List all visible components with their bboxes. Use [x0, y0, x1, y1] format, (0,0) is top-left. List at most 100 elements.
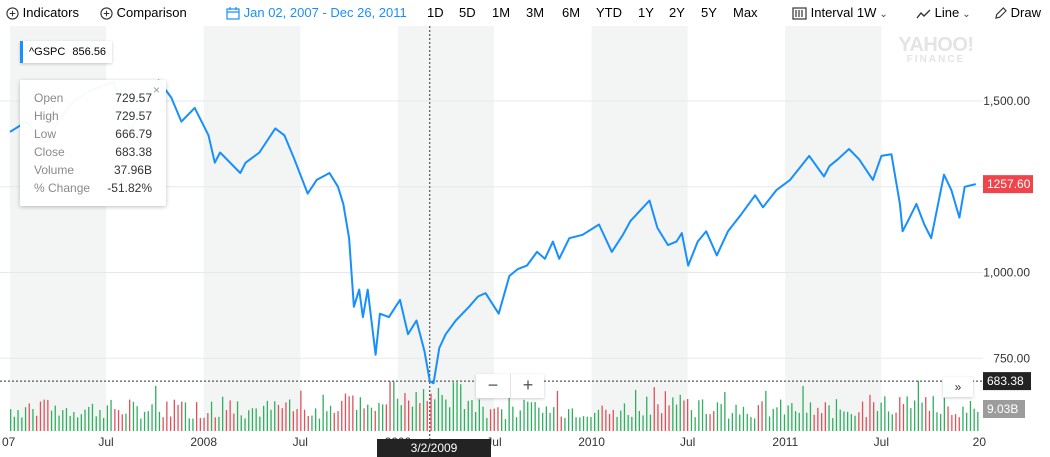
volume-bar	[363, 408, 365, 431]
volume-bar	[21, 417, 23, 431]
volume-bar	[285, 402, 287, 431]
chevron-down-icon: ⌄	[879, 9, 888, 20]
volume-bar	[873, 402, 875, 431]
range-button-5y[interactable]: 5Y	[701, 5, 717, 20]
x-tick-label: Jul	[680, 435, 695, 449]
range-button-2y[interactable]: 2Y	[669, 5, 685, 20]
volume-bar	[315, 408, 317, 431]
volume-bar	[307, 415, 309, 431]
volume-bar	[434, 399, 436, 431]
range-button-1y[interactable]: 1Y	[638, 5, 654, 20]
volume-bar	[177, 404, 179, 431]
volume-bar	[921, 402, 923, 431]
volume-bar	[359, 397, 361, 431]
pencil-icon	[995, 7, 1007, 19]
volume-bar	[248, 410, 250, 431]
volume-bar	[426, 401, 428, 431]
volume-bar	[140, 418, 142, 431]
tooltip-value: 729.57	[115, 109, 152, 123]
volume-bar	[300, 390, 302, 431]
symbol-tag[interactable]: ^GSPC 856.56	[20, 41, 113, 63]
volume-bar	[791, 403, 793, 431]
zoom-in-button[interactable]: +	[510, 374, 545, 398]
volume-bar	[296, 409, 298, 431]
volume-bar	[649, 414, 652, 431]
volume-bar	[951, 415, 953, 431]
expand-button[interactable]: »	[943, 377, 973, 397]
draw-button[interactable]: Draw	[994, 5, 1041, 21]
interval-dropdown[interactable]: Interval 1W ⌄	[792, 5, 888, 23]
range-button-6m[interactable]: 6M	[562, 5, 581, 20]
volume-bar	[103, 418, 105, 431]
volume-bar	[389, 381, 391, 431]
volume-bar	[928, 410, 931, 431]
volume-bar	[519, 410, 521, 431]
volume-badge-bg	[983, 400, 1025, 418]
indicators-label: Indicators	[22, 5, 79, 20]
volume-bar	[646, 396, 648, 431]
volume-bar	[43, 399, 45, 431]
volume-bar	[635, 389, 637, 431]
volume-bar	[597, 409, 600, 431]
volume-bar	[698, 400, 700, 431]
zoom-out-button[interactable]: −	[487, 375, 499, 395]
date-range-button[interactable]: Jan 02, 2007 - Dec 26, 2011	[226, 5, 407, 21]
range-button-3m[interactable]: 3M	[526, 5, 545, 20]
volume-bar	[549, 413, 551, 431]
close-icon[interactable]: ×	[152, 83, 160, 97]
indicators-button[interactable]: Indicators	[6, 5, 79, 21]
volume-bar	[91, 403, 94, 431]
range-button-1d[interactable]: 1D	[427, 5, 444, 20]
volume-bar	[73, 412, 75, 431]
volume-bar	[233, 413, 235, 431]
tooltip-label: High	[34, 109, 59, 123]
volume-bar	[222, 396, 224, 431]
range-button-max[interactable]: Max	[733, 5, 758, 20]
volume-bar	[508, 395, 510, 431]
range-button-ytd[interactable]: YTD	[596, 5, 622, 20]
volume-bar	[605, 409, 607, 431]
volume-bar	[333, 412, 335, 431]
volume-bar	[579, 417, 581, 431]
volume-bar	[809, 402, 812, 431]
volume-bar	[940, 414, 942, 431]
crosshair-price-badge: 683.38	[987, 374, 1024, 388]
volume-bar	[538, 407, 540, 431]
volume-bar	[642, 415, 644, 431]
x-tick-label: 20	[973, 435, 987, 449]
volume-bar	[422, 389, 425, 431]
volume-bar	[303, 409, 306, 431]
x-axis: 07Jul2008Jul2009Jul2010Jul2011Jul20	[2, 435, 986, 449]
volume-bar	[683, 400, 685, 431]
volume-bar	[289, 399, 291, 431]
volume-bar	[378, 402, 380, 431]
volume-bar	[207, 413, 209, 431]
volume-bar	[478, 399, 480, 431]
comparison-button[interactable]: Comparison	[100, 5, 187, 21]
volume-bar	[400, 405, 402, 431]
volume-bar	[411, 406, 414, 431]
volume-bar	[530, 402, 533, 431]
volume-bar	[240, 415, 242, 431]
half-year-band	[397, 26, 494, 431]
volume-bar	[627, 415, 629, 431]
volume-bar	[720, 404, 722, 431]
volume-bar	[817, 407, 819, 431]
volume-bar	[564, 417, 566, 431]
volume-bar	[110, 399, 112, 431]
volume-bar	[936, 412, 938, 431]
volume-bar	[690, 410, 693, 431]
volume-bar	[701, 399, 704, 431]
volume-bar	[393, 381, 395, 431]
chart-type-dropdown[interactable]: Line ⌄	[916, 5, 971, 23]
volume-bar	[352, 395, 354, 431]
chart-type-label: Line	[934, 5, 960, 20]
range-button-5d[interactable]: 5D	[459, 5, 476, 20]
range-button-1m[interactable]: 1M	[492, 5, 511, 20]
volume-bar	[858, 412, 860, 431]
volume-bar	[925, 397, 927, 431]
symbol-name: ^GSPC	[29, 46, 66, 58]
volume-bar	[512, 406, 514, 431]
yahoo-finance-watermark: YAHOO! FINANCE	[894, 35, 978, 65]
volume-bar	[824, 402, 826, 431]
